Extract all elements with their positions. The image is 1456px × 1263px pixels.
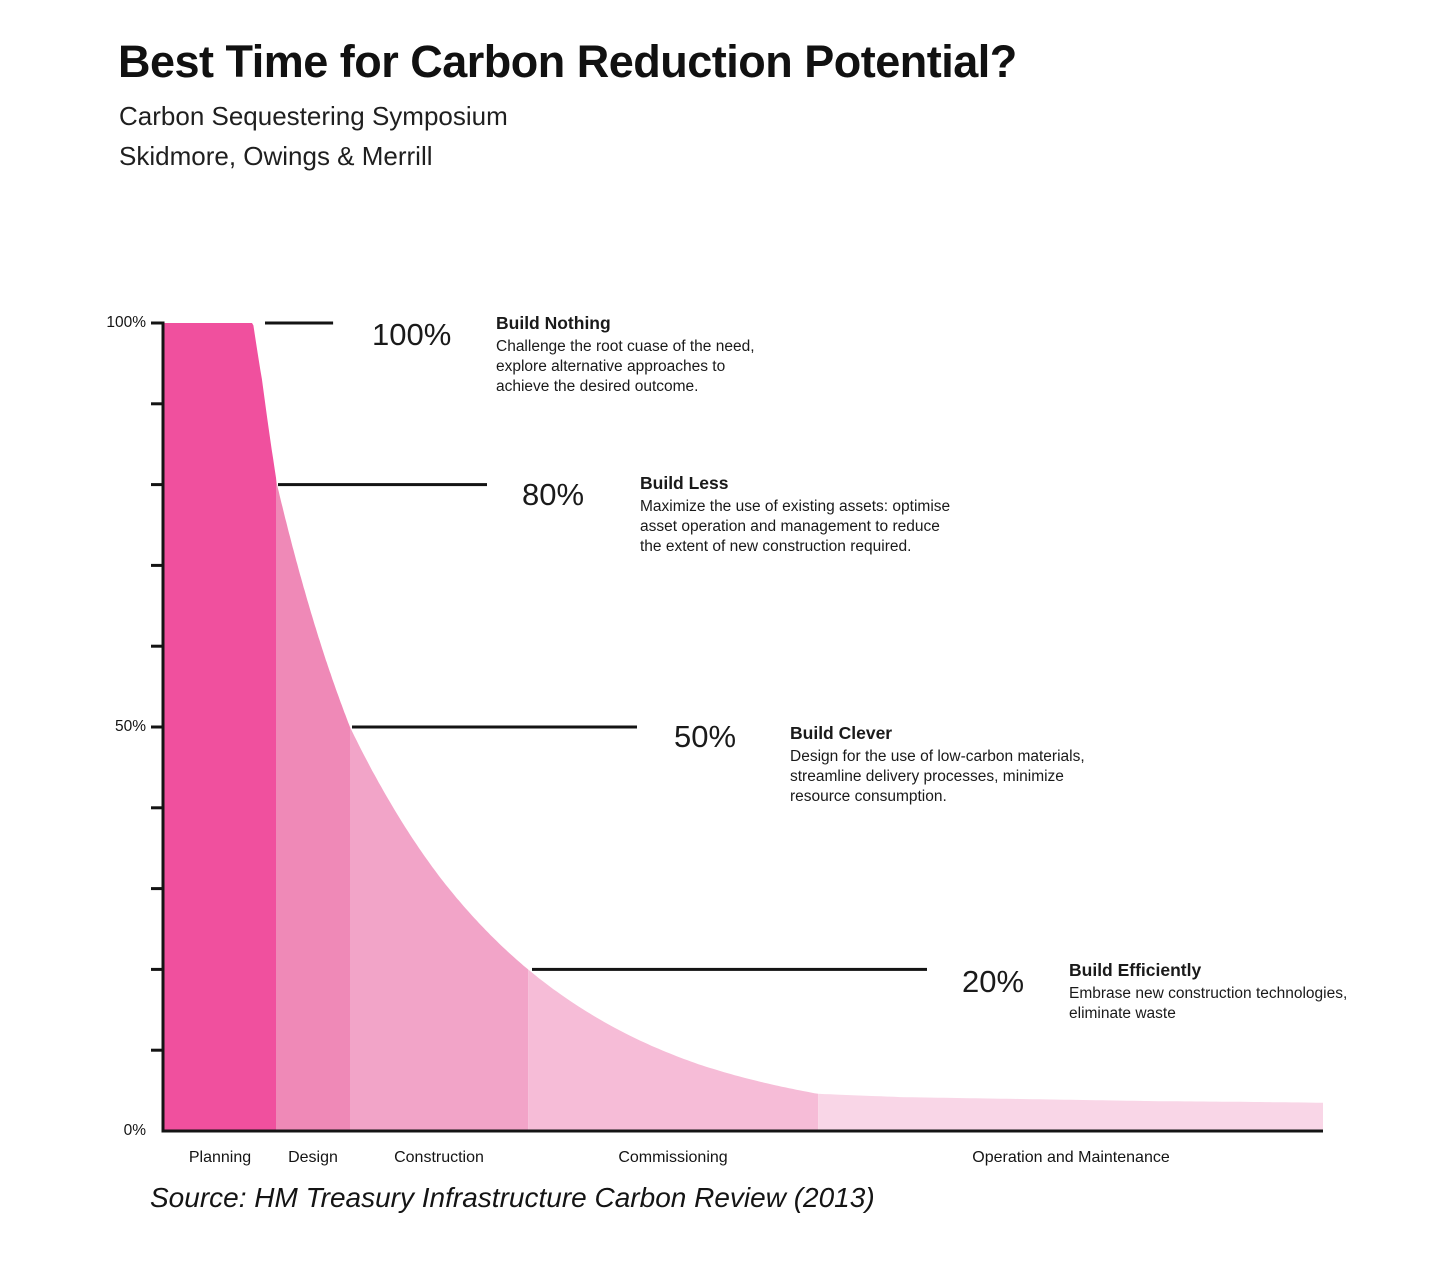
page-title: Best Time for Carbon Reduction Potential…: [118, 36, 1017, 87]
annotation-body: Maximize the use of existing assets: opt…: [640, 498, 951, 555]
x-label-design: Design: [288, 1149, 338, 1166]
annotation-value-20: 20%: [962, 964, 1025, 999]
y-axis-tick: [151, 725, 163, 729]
area-band-commissioning: [528, 969, 819, 1131]
y-axis-tick: [151, 1048, 163, 1052]
annotation-build-less: Build Less Maximize the use of existing …: [640, 473, 1000, 557]
annotation-heading: Build Less: [640, 473, 729, 493]
y-axis-tick: [151, 563, 163, 567]
reference-line-50: [352, 725, 637, 729]
annotation-body: Challenge the root cuase of the need, ex…: [496, 338, 755, 395]
area-band-planning: [163, 323, 276, 1131]
y-axis-tick: [151, 806, 163, 810]
annotation-value-80: 80%: [522, 477, 585, 512]
annotation-heading: Build Nothing: [496, 313, 611, 333]
y-tick-label-100: 100%: [106, 314, 146, 331]
y-axis-tick: [151, 644, 163, 648]
y-axis-spine: [161, 321, 165, 1133]
x-label-construction: Construction: [394, 1149, 484, 1166]
x-axis-line: [161, 1129, 1323, 1133]
annotation-value-50: 50%: [674, 719, 737, 754]
reference-line-20: [532, 967, 927, 971]
reference-line-80: [278, 483, 487, 487]
x-label-planning: Planning: [188, 1149, 252, 1166]
x-label-operation-maintenance: Operation and Maintenance: [972, 1149, 1170, 1166]
y-axis-tick: [151, 887, 163, 891]
annotation-value-100: 100%: [372, 317, 452, 352]
annotation-build-nothing: Build Nothing Challenge the root cuase o…: [496, 313, 806, 397]
annotation-build-efficiently: Build Efficiently Embrase new constructi…: [1069, 960, 1404, 1024]
source-note: Source: HM Treasury Infrastructure Carbo…: [150, 1182, 875, 1213]
subtitle-organization: Skidmore, Owings & Merrill: [119, 141, 433, 171]
annotation-body: Embrase new construction technologies, e…: [1069, 985, 1348, 1022]
y-axis-tick: [151, 967, 163, 971]
area-band-operation-and-maintenance: [818, 1093, 1323, 1131]
subtitle-event: Carbon Sequestering Symposium: [119, 101, 508, 131]
y-axis-tick: [151, 483, 163, 487]
area-band-construction: [350, 727, 529, 1131]
area-band-design: [276, 477, 350, 1131]
reference-line-100: [265, 321, 334, 325]
y-tick-label-50: 50%: [114, 718, 146, 735]
annotation-heading: Build Clever: [790, 723, 893, 743]
annotation-heading: Build Efficiently: [1069, 960, 1202, 980]
annotation-body: Design for the use of low-carbon materia…: [790, 748, 1085, 805]
x-label-commissioning: Commissioning: [618, 1149, 728, 1166]
y-axis-tick: [151, 321, 163, 325]
y-axis-tick: [151, 402, 163, 406]
annotation-build-clever: Build Clever Design for the use of low-c…: [790, 723, 1140, 807]
y-tick-label-0: 0%: [123, 1122, 146, 1139]
